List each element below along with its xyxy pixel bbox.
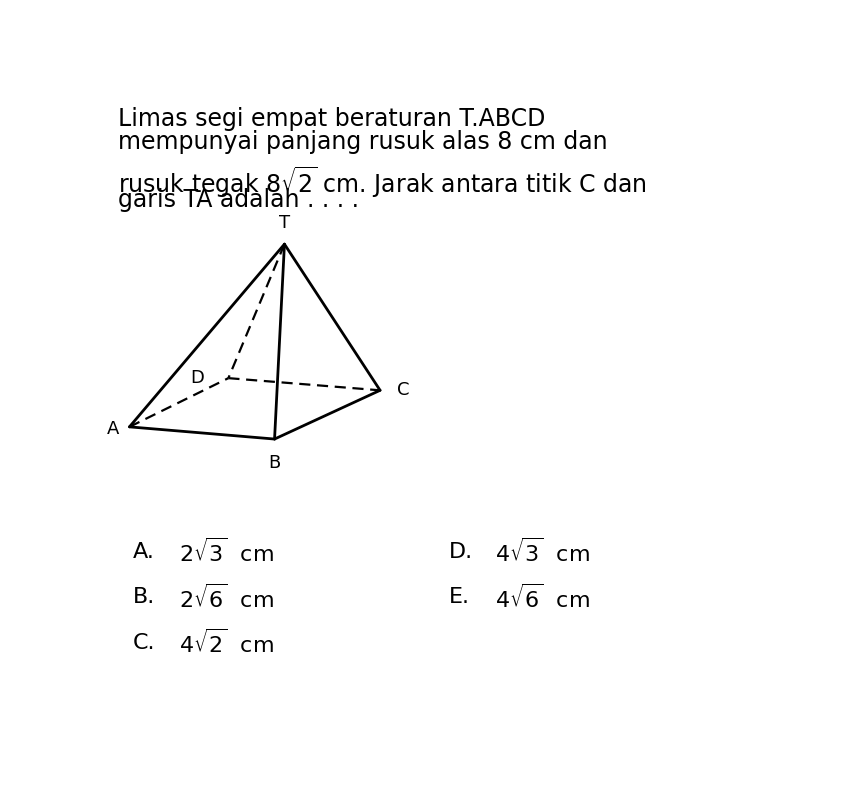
Text: A.: A. xyxy=(133,542,155,562)
Text: $2\sqrt{6}$  cm: $2\sqrt{6}$ cm xyxy=(179,583,274,611)
Text: $4\sqrt{3}$  cm: $4\sqrt{3}$ cm xyxy=(495,538,591,566)
Text: rusuk tegak $8\sqrt{2}$ cm. Jarak antara titik C dan: rusuk tegak $8\sqrt{2}$ cm. Jarak antara… xyxy=(118,165,647,200)
Text: D.: D. xyxy=(449,542,473,562)
Text: B: B xyxy=(268,454,281,472)
Text: $4\sqrt{2}$  cm: $4\sqrt{2}$ cm xyxy=(179,629,274,657)
Text: A: A xyxy=(106,420,119,437)
Text: $2\sqrt{3}$  cm: $2\sqrt{3}$ cm xyxy=(179,538,274,566)
Text: E.: E. xyxy=(449,588,471,607)
Text: B.: B. xyxy=(133,588,155,607)
Text: D: D xyxy=(190,369,204,387)
Text: C.: C. xyxy=(133,633,155,653)
Text: Limas segi empat beraturan T.ABCD: Limas segi empat beraturan T.ABCD xyxy=(118,107,545,131)
Text: garis TA adalah . . . .: garis TA adalah . . . . xyxy=(118,188,359,212)
Text: C: C xyxy=(397,381,409,399)
Text: $4\sqrt{6}$  cm: $4\sqrt{6}$ cm xyxy=(495,583,591,611)
Text: mempunyai panjang rusuk alas 8 cm dan: mempunyai panjang rusuk alas 8 cm dan xyxy=(118,131,608,154)
Text: T: T xyxy=(279,214,290,232)
